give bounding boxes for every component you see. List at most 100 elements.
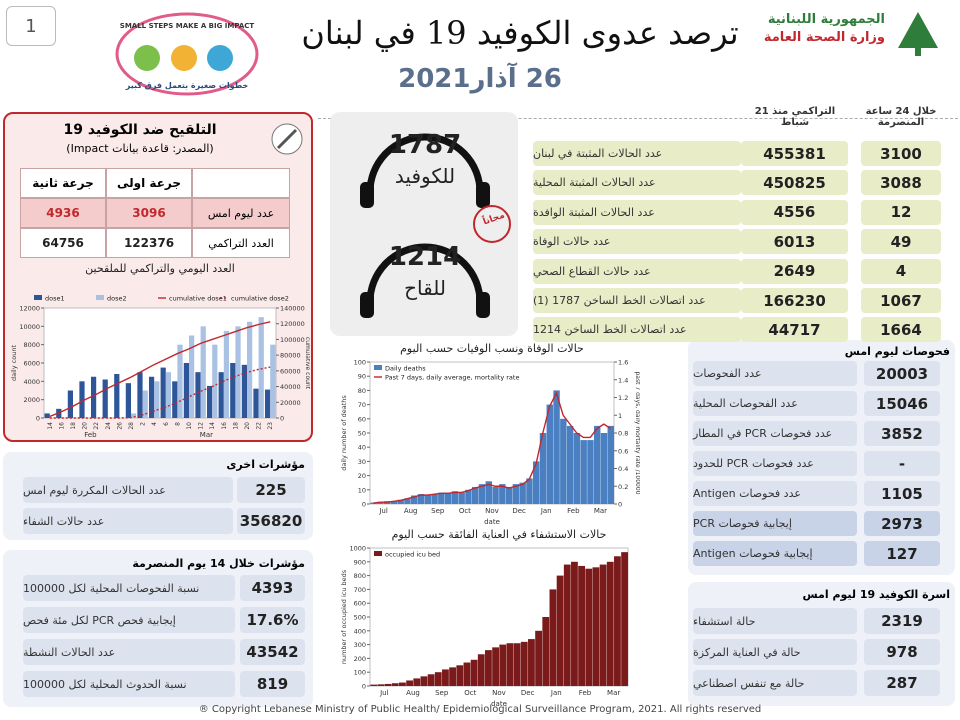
- x-tick-label: Sep: [431, 507, 445, 515]
- daily-value: 1664: [861, 317, 941, 343]
- bar: [390, 501, 398, 504]
- bar: [512, 484, 520, 504]
- y2-tick-label: 120000: [280, 320, 305, 328]
- bar: [449, 667, 456, 686]
- syringe-icon: [271, 123, 303, 155]
- bar: [513, 643, 521, 686]
- y-axis-title: daily number of deaths: [340, 395, 348, 471]
- bar: [131, 413, 137, 418]
- bar: [546, 404, 553, 504]
- x-tick-label: 6: [163, 422, 170, 426]
- bar: [458, 492, 465, 504]
- bar: [528, 639, 535, 686]
- line: [373, 391, 611, 504]
- plot-area: [43, 307, 277, 419]
- republic: الجمهورية اللبنانية: [767, 12, 885, 27]
- dose1-value: 3096: [106, 198, 192, 228]
- row-label: حالة في العناية المركزة: [693, 639, 857, 665]
- y2-tick-label: 20000: [280, 399, 301, 407]
- bar: [235, 326, 241, 418]
- bar: [542, 617, 550, 686]
- row-label: عدد حالات الوفاة: [533, 229, 741, 255]
- hotline-label: للكوفيد: [394, 164, 456, 188]
- y-axis-title: daily count: [10, 345, 18, 381]
- y2-tick-label: 140000: [280, 305, 305, 313]
- vaccination-chart: العدد اليومي والتراكمي للملقحين 0 2000 4000…: [10, 262, 310, 439]
- y2-axis-title: cumulative count: [304, 337, 310, 390]
- bar: [573, 433, 581, 504]
- row-label: عدد الحالات المثبتة المحلية: [533, 170, 741, 196]
- bar: [451, 491, 459, 504]
- legend-label: Daily deaths: [385, 365, 426, 373]
- bar: [391, 683, 399, 686]
- row-label: عدد حالات الشفاء: [23, 508, 233, 534]
- y-tick-label: 100: [354, 359, 366, 367]
- deaths-chart: حالات الوفاة ونسب الوفيات حسب اليوم01020…: [340, 342, 640, 526]
- bar: [621, 552, 628, 686]
- bar: [477, 654, 485, 686]
- bar: [218, 372, 224, 418]
- bar: [125, 383, 131, 418]
- x-tick-label: Feb: [579, 689, 592, 697]
- legend-label: dose1: [45, 295, 65, 303]
- x-tick-label: 28: [128, 422, 135, 430]
- x-tick-label: 16: [221, 422, 228, 430]
- row-label: عدد الحالات المثبتة الوافدة: [533, 199, 741, 225]
- bar: [571, 561, 578, 686]
- y-tick-label: 0: [36, 415, 40, 423]
- bar: [424, 495, 431, 504]
- hotline-label: للقاح: [404, 276, 446, 300]
- bar: [79, 381, 85, 418]
- hotline-icons: [360, 133, 511, 318]
- bar: [142, 390, 148, 418]
- bar: [206, 385, 213, 418]
- row-label: عدد الفحوصات المحلية: [693, 391, 857, 416]
- slogan-en: SMALL STEPS MAKE A BIG IMPACT: [120, 22, 255, 30]
- row-value: 43542: [240, 639, 305, 665]
- row-label: عدد اتصالات الخط الساخن 1787 (1): [533, 288, 741, 313]
- row-label: إيجابية فحوصات PCR: [693, 511, 857, 536]
- bar: [258, 317, 264, 418]
- tests-title: فحوصات ليوم امس: [844, 345, 950, 358]
- x-tick-label: Sep: [435, 689, 449, 697]
- legend-label: cumulative dose2: [231, 295, 289, 303]
- x-tick-label: 10: [186, 422, 193, 430]
- y-tick-label: 10: [358, 486, 366, 494]
- x-tick-label: 2: [140, 422, 147, 426]
- y2-tick-label: 1.6: [618, 359, 628, 367]
- row-value: 2319: [864, 608, 940, 634]
- x-tick-label: Aug: [406, 689, 420, 697]
- x-tick-label: Nov: [485, 507, 499, 515]
- ministry: وزارة الصحة العامة: [763, 30, 885, 45]
- x-tick-label: Feb: [567, 507, 580, 515]
- bar: [465, 489, 472, 504]
- y2-tick-label: 60000: [280, 367, 301, 375]
- bar: [472, 486, 479, 504]
- line: [49, 366, 271, 419]
- bar: [533, 461, 540, 504]
- chart-title: حالات الوفاة ونسب الوفيات حسب اليوم: [400, 342, 584, 355]
- bar: [599, 564, 607, 686]
- bar: [549, 589, 557, 686]
- y-tick-label: 6000: [23, 360, 40, 368]
- legend-swatch: [374, 365, 382, 370]
- row-value: 17.6%: [240, 607, 305, 633]
- row-label: حالة استشفاء: [693, 608, 857, 634]
- daily-value: 1067: [861, 288, 941, 313]
- daily-header: خلال 24 ساعة المنصرمة: [865, 106, 937, 128]
- x-tick-label: 20: [244, 422, 251, 430]
- title: ترصد عدوى الكوفيد 19 في لبنان: [301, 14, 739, 52]
- bar: [607, 425, 614, 504]
- row-value: 356820: [237, 508, 305, 534]
- bar: [270, 344, 276, 418]
- x-tick-label: 16: [58, 422, 65, 430]
- x-tick-label: 20: [82, 422, 89, 430]
- y-tick-label: 600: [354, 600, 366, 608]
- x-tick-label: 22: [256, 422, 263, 430]
- legend-label: cumulative dose1: [169, 295, 227, 303]
- cedar-logo: [898, 12, 938, 56]
- cumulative-value: 44717: [741, 317, 848, 343]
- line: [49, 321, 271, 418]
- row-value: 4393: [240, 575, 305, 601]
- row-label: العدد التراكمي: [192, 228, 290, 258]
